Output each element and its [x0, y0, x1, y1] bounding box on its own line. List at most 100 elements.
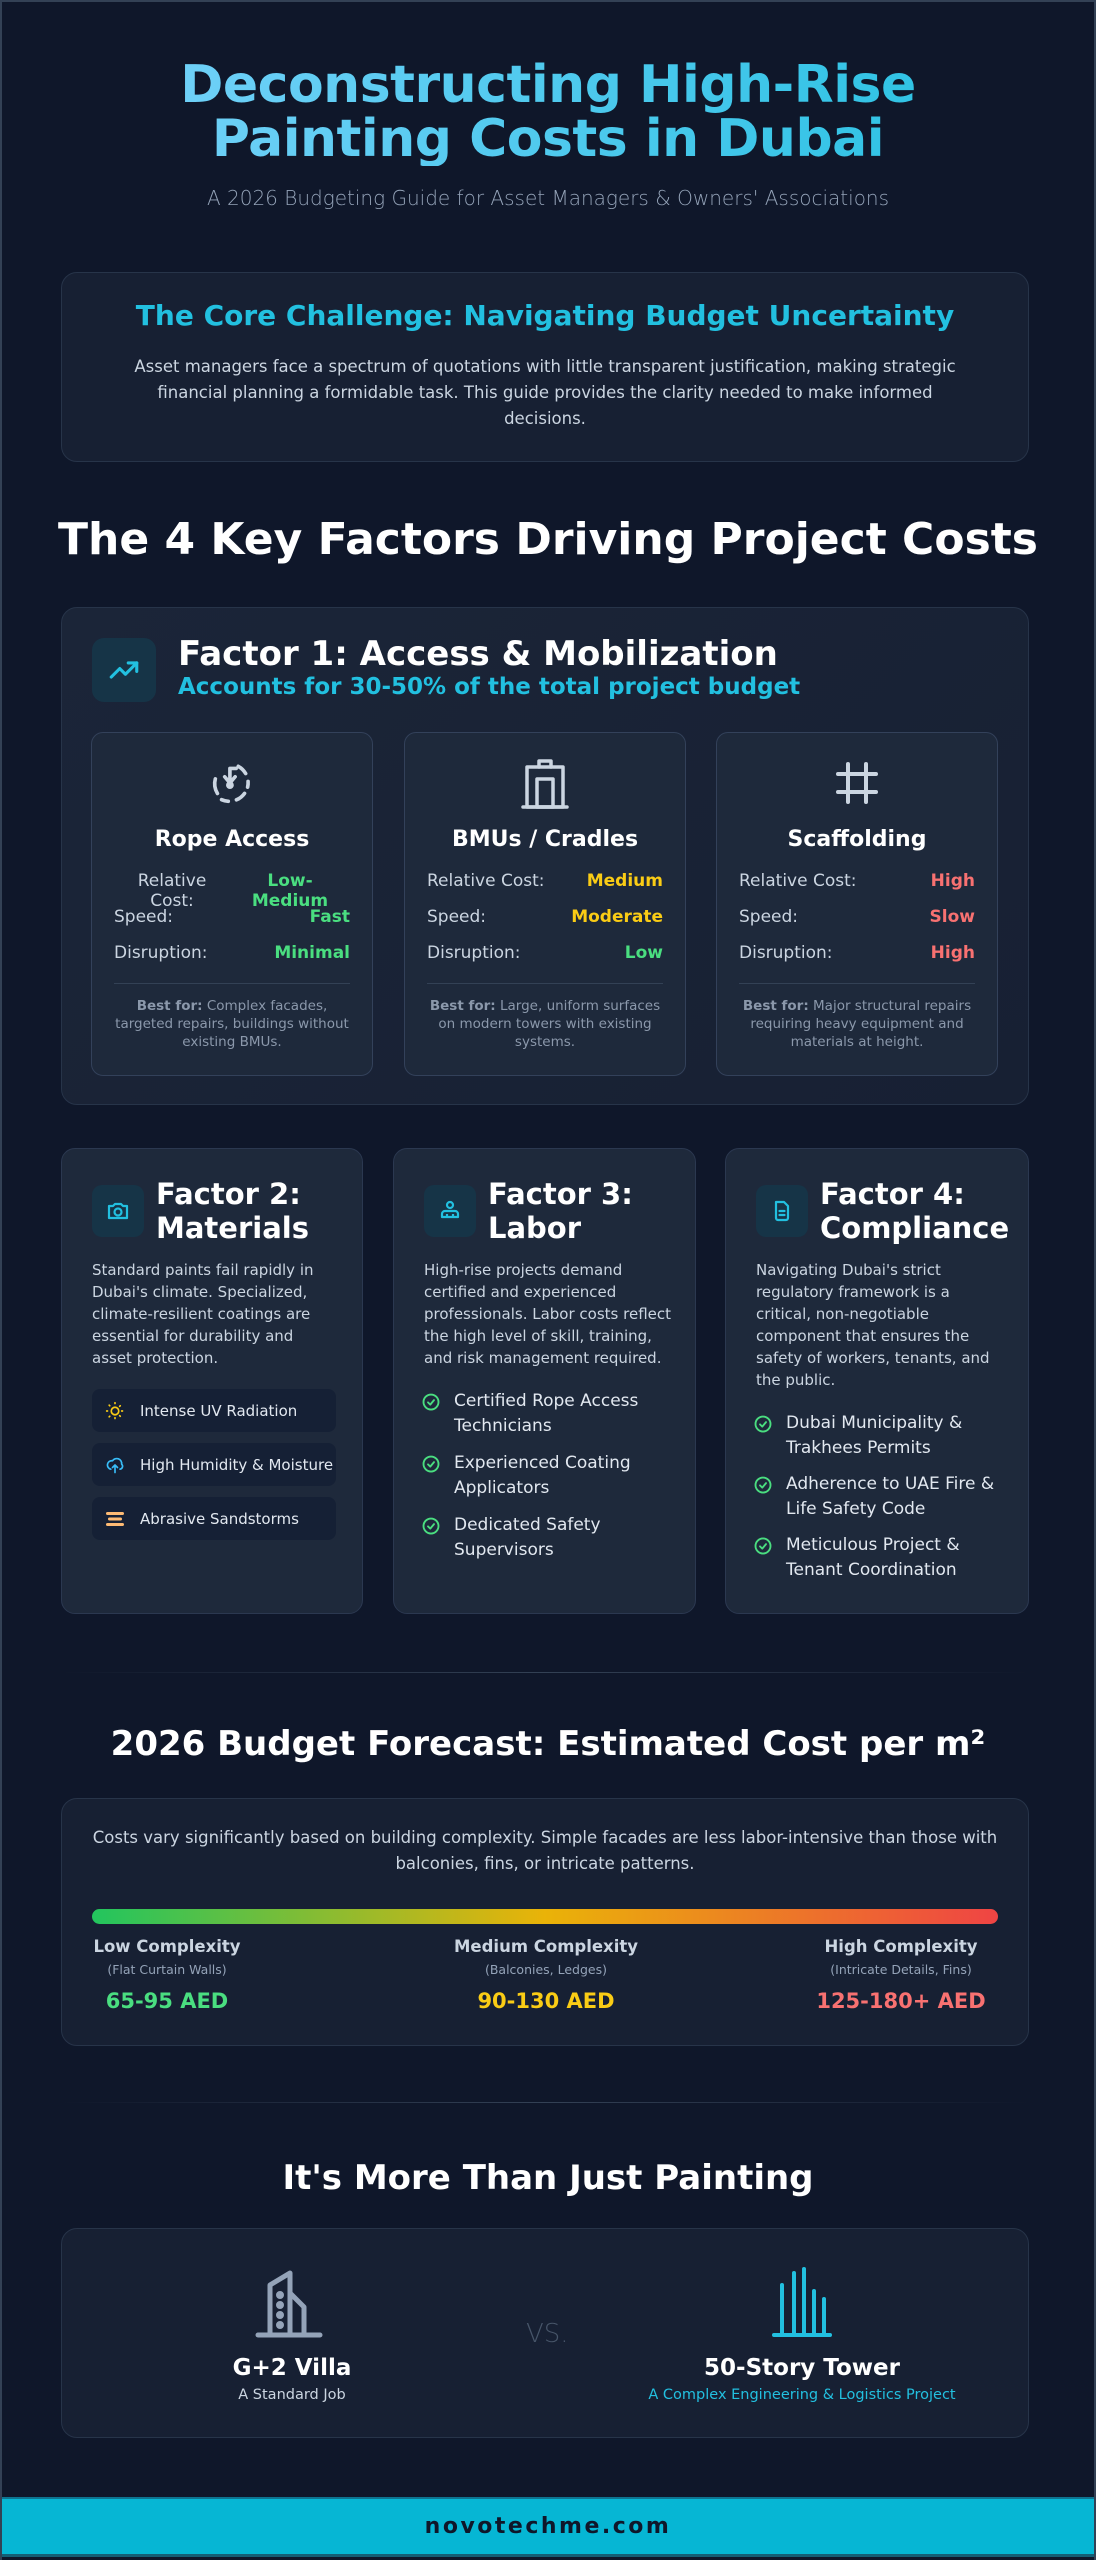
check-circle-icon — [422, 1513, 454, 1563]
factor-4-title: Factor 4: Compliance — [820, 1177, 1009, 1245]
footer-website-link[interactable]: novotechme.com — [424, 2514, 672, 2539]
chip-uv: Intense UV Radiation — [92, 1389, 336, 1432]
check-circle-icon — [422, 1389, 454, 1439]
best-for-text: Best for: Major structural repairs requi… — [735, 997, 979, 1051]
check-item: Dedicated Safety Supervisors — [422, 1513, 654, 1563]
factors-section-title: The 4 Key Factors Driving Project Costs — [58, 514, 1038, 565]
chip-label: Abrasive Sandstorms — [140, 1509, 299, 1528]
hero-header: Deconstructing High-Rise Painting Costs … — [2, 2, 1094, 210]
check-item: Adherence to UAE Fire & Life Safety Code — [754, 1472, 1006, 1522]
best-for-value: Major structural repairs requiring heavy… — [750, 998, 972, 1050]
stat-label: Disruption: — [114, 943, 208, 963]
tier-detail: (Balconies, Ledges) — [484, 1962, 608, 1977]
budget-forecast-card: Costs vary significantly based on buildi… — [61, 1798, 1029, 2046]
stat-value: Minimal — [274, 943, 350, 963]
page-subtitle: A 2026 Budgeting Guide for Asset Manager… — [206, 186, 890, 210]
check-circle-icon — [754, 1472, 786, 1522]
vs-label: VS. — [526, 2319, 569, 2349]
users-icon — [424, 1185, 476, 1237]
title-line-1: Deconstructing High-Rise — [180, 55, 916, 115]
method-name: Rope Access — [154, 827, 310, 852]
method-card-rope-access: Rope Access Relative Cost: Low-Medium Spe… — [91, 732, 373, 1076]
check-circle-icon — [754, 1533, 786, 1583]
paint-bucket-icon — [92, 1185, 144, 1237]
factor-2-card: Factor 2: Materials Standard paints fail … — [61, 1148, 363, 1614]
document-icon — [756, 1185, 808, 1237]
best-for-label: Best for: — [429, 998, 496, 1014]
comparison-villa: G+2 Villa A Standard Job — [192, 2267, 392, 2403]
title-line-2: Compliance — [820, 1211, 1010, 1245]
stat-value: Moderate — [571, 907, 663, 927]
factor-2-title: Factor 2: Materials — [156, 1177, 309, 1245]
stat-label: Relative Cost: — [137, 871, 207, 911]
check-item: Meticulous Project & Tenant Coordination — [754, 1533, 1006, 1583]
factor-4-card: Factor 4: Compliance Navigating Dubai's s… — [725, 1148, 1029, 1614]
skyscraper-icon — [622, 2267, 982, 2345]
core-challenge-card: The Core Challenge: Navigating Budget Un… — [61, 272, 1029, 462]
section-divider — [61, 2102, 1029, 2103]
tier-name: Low Complexity — [93, 1937, 241, 1956]
check-item: Experienced Coating Applicators — [422, 1451, 654, 1501]
stat-label: Speed: — [114, 907, 174, 927]
check-item: Dubai Municipality & Trakhees Permits — [754, 1411, 1006, 1461]
best-for-label: Best for: — [742, 998, 809, 1014]
tier-name: Medium Complexity — [454, 1937, 638, 1956]
factor-3-card: Factor 3: Labor High-rise projects demand… — [393, 1148, 696, 1614]
best-for-value: Large, uniform surfaces on modern towers… — [438, 998, 661, 1050]
stat-row-speed: Speed: Slow — [739, 907, 975, 927]
method-name: Scaffolding — [787, 827, 927, 852]
best-for-text: Best for: Large, uniform surfaces on mod… — [423, 997, 667, 1051]
method-card-scaffolding: Scaffolding Relative Cost: High Speed: Slo… — [716, 732, 998, 1076]
comparison-section-title: It's More Than Just Painting — [282, 2158, 814, 2198]
stat-row-cost: Relative Cost: Medium — [427, 871, 663, 891]
tier-name: High Complexity — [824, 1937, 978, 1956]
best-for-value: Complex facades, targeted repairs, build… — [115, 998, 349, 1050]
tier-price: 65-95 AED — [105, 1989, 229, 2013]
check-item: Certified Rope Access Technicians — [422, 1389, 654, 1439]
comparison-desc: A Standard Job — [238, 2387, 346, 2403]
factor-1-card: Factor 1: Access & Mobilization Accounts… — [61, 607, 1029, 1105]
trending-up-icon — [92, 638, 156, 702]
tier-price: 125-180+ AED — [816, 1989, 986, 2013]
comparison-tower: 50-Story Tower A Complex Engineering & L… — [622, 2267, 982, 2403]
stat-row-disruption: Disruption: High — [739, 943, 975, 963]
chip-label: Intense UV Radiation — [140, 1401, 298, 1420]
factor-3-title: Factor 3: Labor — [488, 1177, 633, 1245]
building-icon — [192, 2267, 392, 2345]
stat-value: High — [930, 943, 975, 963]
title-line-2: Labor — [488, 1211, 582, 1245]
footer-bar: novotechme.com — [2, 2497, 1094, 2557]
budget-text: Costs vary significantly based on buildi… — [92, 1828, 998, 1873]
stat-label: Disruption: — [427, 943, 521, 963]
factor-1-title: Factor 1: Access & Mobilization — [178, 634, 778, 674]
best-for-text: Best for: Complex facades, targeted repa… — [110, 997, 354, 1051]
stat-row-disruption: Disruption: Low — [427, 943, 663, 963]
rope-anchor-icon — [92, 753, 372, 813]
stat-value: Slow — [929, 907, 975, 927]
stat-row-cost: Relative Cost: Low-Medium — [114, 871, 350, 911]
method-card-bmu: BMUs / Cradles Relative Cost: Medium Spee… — [404, 732, 686, 1076]
title-line-2: Materials — [156, 1211, 309, 1245]
stat-value: Medium — [586, 871, 663, 891]
comparison-name: G+2 Villa — [232, 2355, 352, 2381]
stat-label: Relative Cost: — [739, 871, 857, 891]
chip-humidity: High Humidity & Moisture — [92, 1443, 336, 1486]
stat-label: Disruption: — [739, 943, 833, 963]
stat-value: Fast — [309, 907, 350, 927]
check-circle-icon — [754, 1411, 786, 1461]
check-circle-icon — [422, 1451, 454, 1501]
sun-icon — [104, 1401, 126, 1421]
stat-row-cost: Relative Cost: High — [739, 871, 975, 891]
sand-layers-icon — [104, 1510, 126, 1528]
page-title: Deconstructing High-Rise Painting Costs … — [2, 58, 1094, 166]
factor-2-text: Standard paints fail rapidly in Dubai's … — [92, 1261, 314, 1367]
stat-value: Low — [624, 943, 663, 963]
chip-label: High Humidity & Moisture — [140, 1455, 334, 1474]
bmu-cradle-icon — [405, 753, 685, 813]
check-label: Dedicated Safety Supervisors — [454, 1515, 601, 1560]
divider — [427, 983, 663, 984]
tier-detail: (Flat Curtain Walls) — [107, 1962, 227, 1977]
title-line-1: Factor 4: — [820, 1177, 965, 1211]
stat-label: Speed: — [739, 907, 799, 927]
cloud-upload-icon — [104, 1455, 126, 1475]
